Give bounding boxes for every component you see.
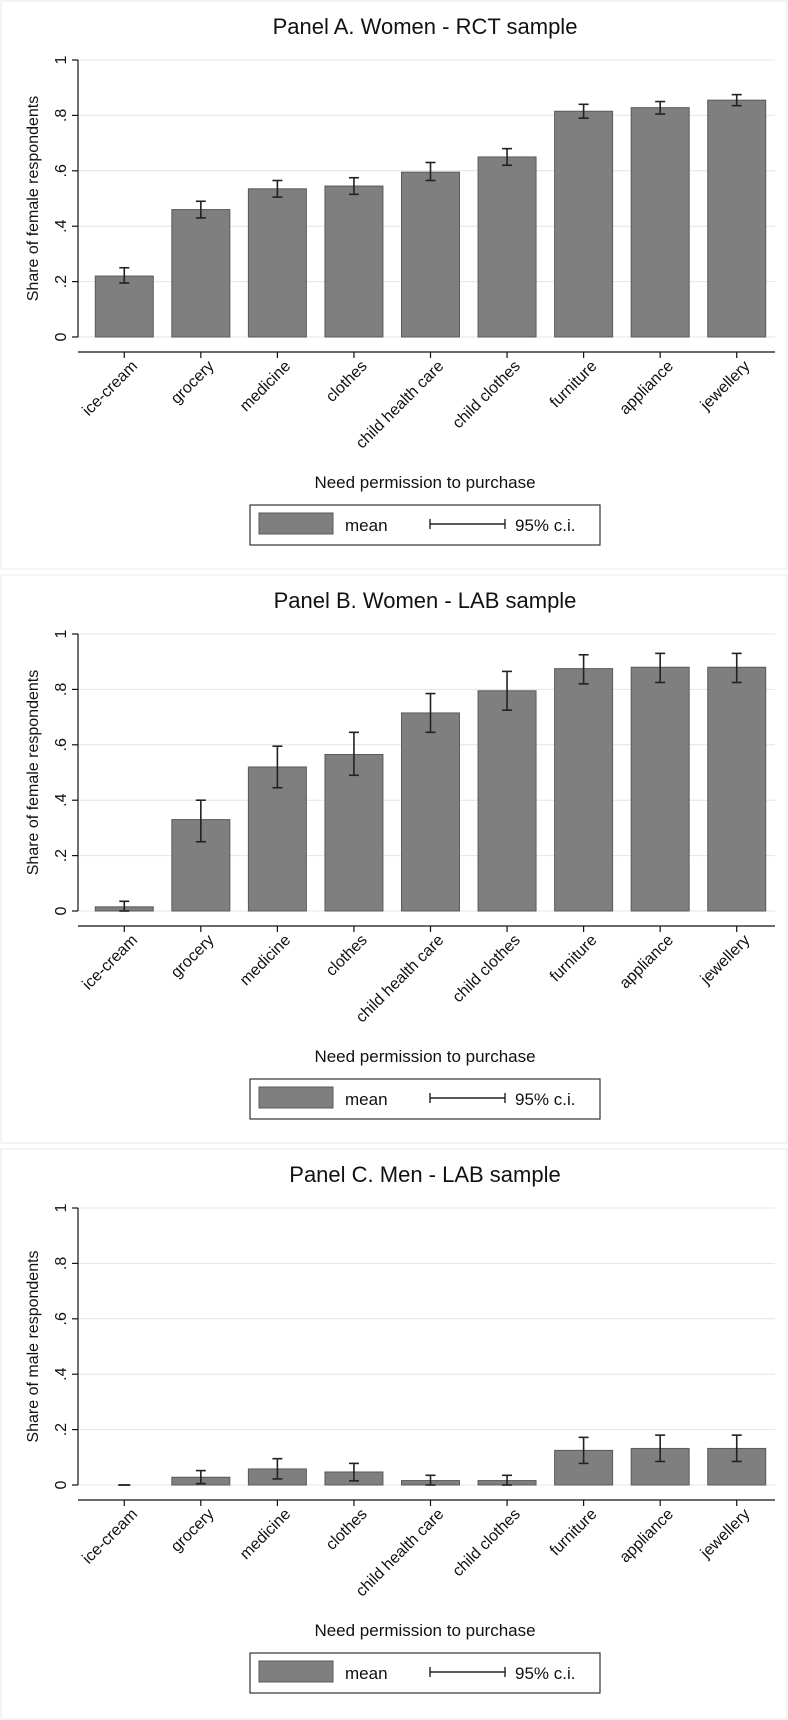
bar-furniture bbox=[554, 668, 614, 912]
bar-furniture bbox=[554, 110, 614, 338]
legend-label-mean: mean bbox=[345, 1664, 388, 1683]
error-bar bbox=[731, 1434, 742, 1463]
error-bar bbox=[578, 653, 589, 685]
y-tick-label: .6 bbox=[53, 738, 70, 751]
error-bar bbox=[119, 900, 130, 912]
bar-clothes bbox=[324, 185, 384, 338]
bar-medicine bbox=[247, 766, 307, 912]
error-bar bbox=[655, 1434, 666, 1463]
x-axis-label: Need permission to purchase bbox=[314, 1047, 535, 1066]
chart-title: Panel A. Women - RCT sample bbox=[273, 14, 578, 39]
y-tick-label: 0 bbox=[53, 1480, 70, 1489]
error-bar bbox=[655, 652, 666, 684]
error-bar bbox=[502, 1474, 513, 1486]
panel-b: Panel B. Women - LAB sample 0 .2 .4 .6 .8 1 Sha… bbox=[0, 574, 788, 1144]
legend: mean 95% c.i. bbox=[249, 1652, 601, 1694]
panel-c-chart: Panel C. Men - LAB sample 0 .2 .4 .6 .8 1 Share… bbox=[0, 1148, 788, 1720]
bar-jewellery bbox=[707, 99, 767, 338]
error-bar bbox=[119, 266, 130, 284]
y-tick-label: 1 bbox=[53, 629, 70, 638]
error-bar bbox=[425, 161, 436, 182]
legend: mean 95% c.i. bbox=[249, 1078, 601, 1120]
legend-swatch-mean bbox=[258, 1086, 334, 1109]
error-bar bbox=[195, 200, 206, 219]
legend-swatch-mean bbox=[258, 1660, 334, 1683]
y-tick-label: .2 bbox=[53, 849, 70, 862]
bar-clothes bbox=[324, 753, 384, 912]
error-bar bbox=[578, 1436, 589, 1465]
panel-b-chart: Panel B. Women - LAB sample 0 .2 .4 .6 .8 1 Sha… bbox=[0, 574, 788, 1144]
chart-title: Panel C. Men - LAB sample bbox=[289, 1162, 560, 1187]
bar-child-clothes bbox=[477, 690, 537, 912]
error-bar bbox=[731, 93, 742, 107]
y-tick-label: .4 bbox=[53, 1367, 70, 1380]
panel-c: Panel C. Men - LAB sample 0 .2 .4 .6 .8 1 Share… bbox=[0, 1148, 788, 1720]
bar-appliance bbox=[630, 107, 690, 338]
legend-label-mean: mean bbox=[345, 1090, 388, 1109]
error-bar bbox=[348, 731, 359, 777]
bar-jewellery bbox=[707, 666, 767, 912]
bar-child-health-care bbox=[401, 171, 460, 338]
y-tick-label: 0 bbox=[53, 906, 70, 915]
legend-swatch-ci bbox=[429, 1093, 506, 1103]
y-tick-label: .8 bbox=[53, 109, 70, 122]
bar-medicine bbox=[247, 188, 307, 338]
error-bar bbox=[425, 692, 436, 734]
y-tick-label: .8 bbox=[53, 683, 70, 696]
y-tick-label: 0 bbox=[53, 332, 70, 341]
legend: mean 95% c.i. bbox=[249, 504, 601, 546]
y-tick-label: 1 bbox=[53, 1203, 70, 1212]
error-bar bbox=[731, 652, 742, 684]
y-tick-label: .8 bbox=[53, 1257, 70, 1270]
legend-swatch-mean bbox=[258, 512, 334, 535]
bar-grocery bbox=[171, 209, 231, 338]
error-bar bbox=[272, 179, 283, 198]
panel-a: Panel A. Women - RCT sample 0 .2 .4 .6 .8 1 Sha… bbox=[0, 0, 788, 570]
bar-child-health-care bbox=[401, 712, 460, 912]
error-bar bbox=[502, 147, 513, 167]
legend-label-mean: mean bbox=[345, 516, 388, 535]
y-tick-label: 1 bbox=[53, 55, 70, 64]
error-bar bbox=[348, 1462, 359, 1482]
error-bar bbox=[348, 176, 359, 196]
y-axis-label: Share of male respondents bbox=[25, 1250, 42, 1442]
y-tick-label: .2 bbox=[53, 275, 70, 288]
legend-label-ci: 95% c.i. bbox=[515, 1664, 575, 1683]
legend-swatch-ci bbox=[429, 519, 506, 529]
y-tick-label: .4 bbox=[53, 793, 70, 806]
error-bar bbox=[502, 670, 513, 711]
y-axis-label: Share of female respondents bbox=[25, 96, 42, 301]
legend-label-ci: 95% c.i. bbox=[515, 1090, 575, 1109]
panel-frame bbox=[0, 1148, 788, 1720]
x-axis-label: Need permission to purchase bbox=[314, 1621, 535, 1640]
y-tick-label: .6 bbox=[53, 1312, 70, 1325]
error-bar bbox=[272, 1457, 283, 1480]
bar-ice-cream bbox=[94, 275, 154, 338]
y-tick-label: .2 bbox=[53, 1423, 70, 1436]
error-bar bbox=[578, 103, 589, 119]
error-bar bbox=[195, 799, 206, 843]
error-bar bbox=[272, 745, 283, 789]
chart-title: Panel B. Women - LAB sample bbox=[274, 588, 577, 613]
x-axis-label: Need permission to purchase bbox=[314, 473, 535, 492]
error-bar bbox=[195, 1469, 206, 1485]
y-axis-label: Share of female respondents bbox=[25, 670, 42, 875]
panel-a-chart: Panel A. Women - RCT sample 0 .2 .4 .6 .8 1 Sha… bbox=[0, 0, 788, 570]
y-tick-label: .6 bbox=[53, 164, 70, 177]
bar-child-clothes bbox=[477, 156, 537, 338]
bar-appliance bbox=[630, 666, 690, 912]
error-bar bbox=[655, 100, 666, 115]
legend-label-ci: 95% c.i. bbox=[515, 516, 575, 535]
legend-swatch-ci bbox=[429, 1667, 506, 1677]
error-bar bbox=[425, 1474, 436, 1486]
y-tick-label: .4 bbox=[53, 219, 70, 232]
